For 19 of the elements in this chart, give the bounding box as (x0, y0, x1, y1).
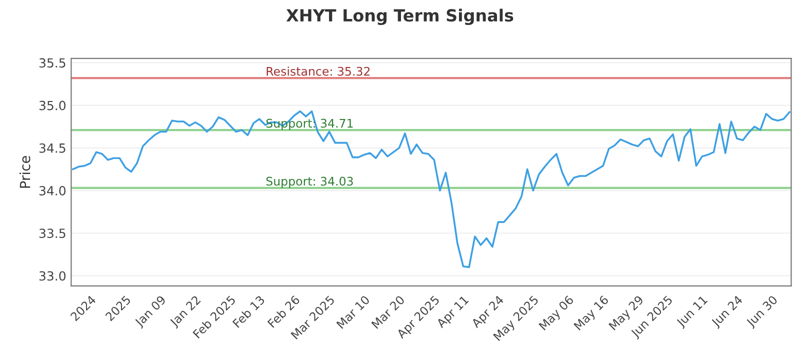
ref-line-label: Resistance: 35.32 (266, 66, 370, 76)
x-tick-label: Mar 10 (336, 294, 370, 329)
y-axis-title: Price (20, 156, 30, 188)
y-tick-label: 35.5 (39, 58, 66, 68)
y-tick-label: 33.0 (39, 271, 66, 281)
x-tick-label: Jun 24 (710, 294, 745, 330)
ref-line-label: Support: 34.71 (266, 118, 353, 130)
x-tick-label: Jun 11 (676, 295, 710, 330)
y-tick-label: 34.5 (39, 143, 66, 153)
x-tick-label: Mar 20 (371, 294, 406, 329)
x-tick-label: Jun 30 (745, 294, 780, 330)
y-tick-label: 33.5 (39, 228, 66, 238)
chart-title: XHYT Long Term Signals (286, 8, 514, 26)
line-series (72, 110, 790, 268)
y-tick-label: 35.0 (39, 100, 66, 110)
x-tick-label: Jan 09 (134, 295, 168, 329)
y-tick-label: 34.0 (39, 186, 66, 196)
ref-line-label: Support: 34.03 (266, 176, 353, 188)
x-tick-label: Feb 26 (267, 294, 300, 328)
